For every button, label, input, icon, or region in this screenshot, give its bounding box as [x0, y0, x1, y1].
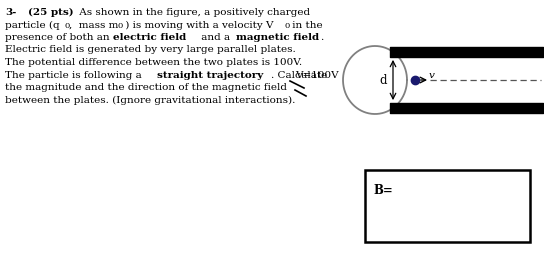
Text: 3-: 3-	[5, 8, 16, 17]
Text: presence of both an: presence of both an	[5, 33, 113, 42]
Text: and a: and a	[198, 33, 233, 42]
Text: between the plates. (Ignore gravitational interactions).: between the plates. (Ignore gravitationa…	[5, 95, 295, 105]
Text: in the: in the	[289, 21, 323, 29]
Text: v: v	[429, 71, 435, 80]
Text: . Calculate: . Calculate	[271, 70, 327, 80]
Text: electric field: electric field	[113, 33, 187, 42]
Text: ) is moving with a velocity V: ) is moving with a velocity V	[122, 21, 274, 30]
Text: straight trajectory: straight trajectory	[157, 70, 263, 80]
Text: 0: 0	[118, 23, 123, 30]
Text: 0: 0	[285, 23, 290, 30]
Text: Electric field is generated by very large parallel plates.: Electric field is generated by very larg…	[5, 46, 296, 55]
Text: The particle is following a: The particle is following a	[5, 70, 145, 80]
Text: As shown in the figure, a positively charged: As shown in the figure, a positively cha…	[76, 8, 311, 17]
Text: V=100V: V=100V	[295, 70, 338, 80]
Text: particle (q: particle (q	[5, 21, 60, 30]
Text: 0: 0	[65, 23, 70, 30]
Text: .: .	[320, 33, 324, 42]
Text: d: d	[380, 74, 387, 87]
Text: (25 pts): (25 pts)	[28, 8, 73, 17]
Text: B=: B=	[373, 184, 393, 197]
Bar	[365, 170, 530, 242]
Text: the magnitude and the direction of the magnetic field: the magnitude and the direction of the m…	[5, 83, 287, 92]
Text: magnetic field: magnetic field	[236, 33, 319, 42]
Text: The potential difference between the two plates is 100V.: The potential difference between the two…	[5, 58, 302, 67]
Text: ,  mass m: , mass m	[69, 21, 118, 29]
